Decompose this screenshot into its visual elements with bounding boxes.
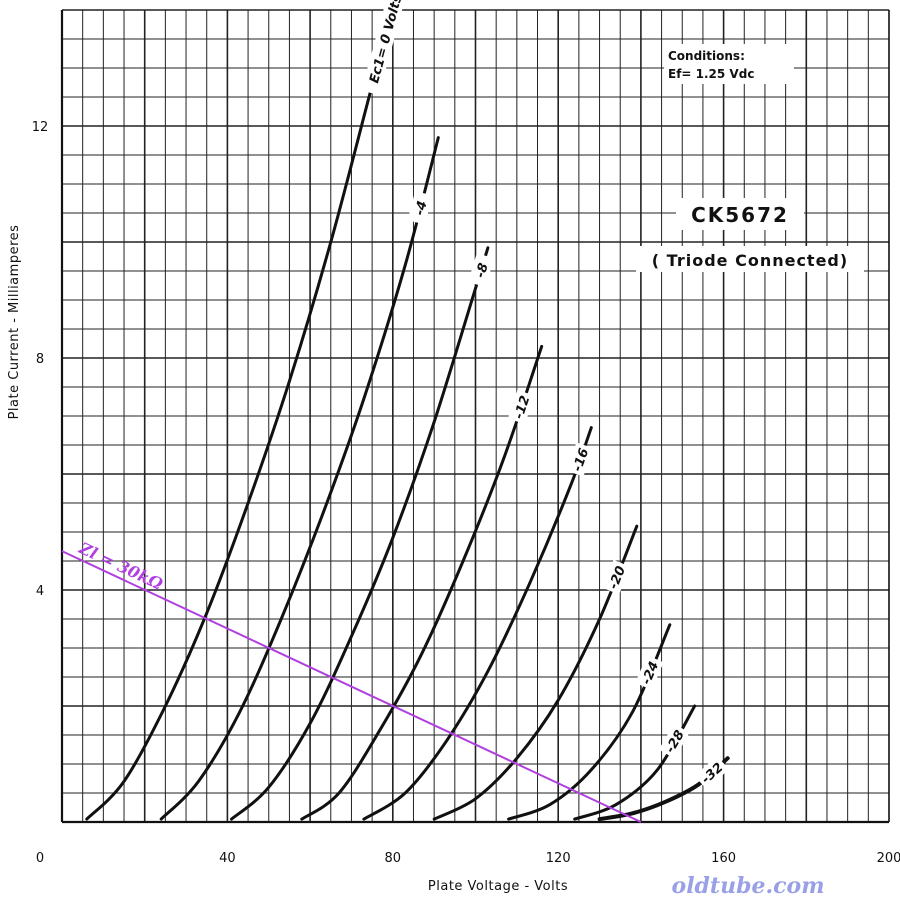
grid [62, 9, 889, 822]
curve-label: Ec1= 0 Volts [367, 0, 406, 85]
curve-label: -12 [512, 394, 534, 421]
x-tick-label: 80 [385, 851, 402, 866]
curve-label-background [361, 0, 409, 96]
watermark: oldtube.com [672, 873, 825, 899]
chart-title: CK5672 [691, 203, 789, 227]
y-axis-title: Plate Current - Milliamperes [7, 225, 22, 420]
plate-curve [85, 8, 395, 821]
plate-curve [432, 524, 639, 821]
chart-subtitle: ( Triode Connected) [652, 251, 848, 270]
curve-label-background [566, 442, 594, 477]
curve-label-group: -16 [566, 442, 594, 477]
plate-curve [300, 344, 544, 821]
y-tick-label: 12 [32, 120, 49, 135]
x-tick-label: 0 [36, 851, 44, 866]
x-tick-label: 40 [219, 851, 236, 866]
x-tick-label: 160 [711, 851, 736, 866]
load-line-label: Zl = 30kΩ [75, 538, 166, 594]
curve-label-group: Ec1= 0 Volts [361, 0, 409, 96]
curve-label-group: -4 [407, 191, 433, 225]
subtitle-background [636, 246, 864, 272]
curve-label-group: -24 [635, 655, 664, 690]
curve-labels: Ec1= 0 Volts-4-8-12-16-20-24-28-32 [361, 0, 729, 790]
load-line [61, 550, 642, 823]
y-tick-label: 8 [36, 352, 44, 367]
curve-label-background [507, 389, 535, 425]
plate-curve [230, 246, 490, 821]
plate-curves [85, 8, 730, 822]
conditions-background [664, 44, 794, 84]
curve-label-background [635, 655, 664, 690]
tick-labels: 0 40 80 120 160 200 4 8 12 [32, 120, 900, 866]
curve-label: -8 [473, 261, 492, 279]
curve-label-background [468, 253, 495, 288]
curve-label-group: -28 [658, 723, 690, 759]
conditions-value: Ef= 1.25 Vdc [668, 67, 754, 81]
curve-label: -16 [570, 446, 592, 473]
curve-label-group: -8 [468, 253, 495, 288]
plate-curve [159, 136, 440, 821]
conditions-heading: Conditions: [668, 49, 745, 63]
curve-label-background [602, 559, 631, 595]
curve-label: -4 [412, 199, 430, 217]
title-background [676, 198, 804, 230]
curve-label-background [694, 755, 729, 790]
plate-curve [507, 623, 672, 821]
plate-curve [573, 704, 697, 821]
x-tick-label: 200 [877, 851, 900, 866]
x-tick-label: 120 [546, 851, 571, 866]
plate-curve [362, 426, 593, 821]
plot-frame [60, 10, 890, 824]
y-tick-label: 4 [36, 584, 44, 599]
curve-label-background [407, 191, 433, 225]
curve-label-background [658, 723, 690, 759]
curve-label-group: -12 [507, 389, 535, 425]
x-axis-title: Plate Voltage - Volts [428, 879, 568, 894]
